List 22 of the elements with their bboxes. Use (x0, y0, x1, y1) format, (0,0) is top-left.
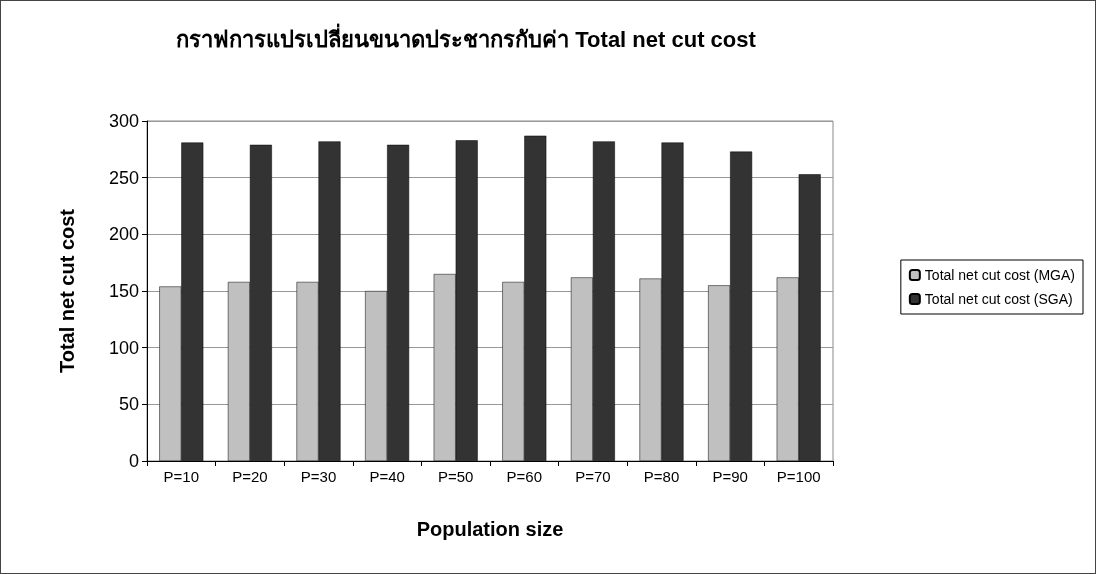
y-tick-label: 250 (108, 167, 139, 188)
y-tick-label: 100 (108, 337, 139, 358)
legend-label: Total net cut cost (SGA) (924, 291, 1073, 307)
x-tick-label: P=80 (643, 468, 680, 485)
y-axis-title: Total net cut cost (56, 208, 78, 374)
x-axis-title: Population size (416, 518, 564, 540)
x-tick-label: P=70 (575, 468, 611, 485)
legend-label: Total net cut cost (MGA) (924, 267, 1076, 283)
x-tick-label: P=100 (776, 468, 821, 485)
x-tick-label: P=60 (506, 468, 543, 485)
y-tick-label: 150 (108, 281, 139, 301)
y-tick-label: 300 (108, 111, 139, 131)
x-tick-label: P=20 (232, 468, 268, 485)
x-tick-label: P=10 (163, 468, 200, 485)
x-tick-label: P=50 (437, 468, 474, 485)
y-tick-label: 0 (128, 451, 139, 471)
x-tick-label: P=90 (712, 468, 748, 485)
x-tick-label: P=30 (300, 468, 337, 485)
y-tick-label: 200 (108, 224, 139, 245)
y-tick-label: 50 (118, 394, 139, 415)
chart-title: กราฟการแปรเปลี่ยนขนาดประชากรกับค่า Total net cut cost (176, 22, 757, 52)
x-tick-label: P=40 (369, 468, 405, 485)
